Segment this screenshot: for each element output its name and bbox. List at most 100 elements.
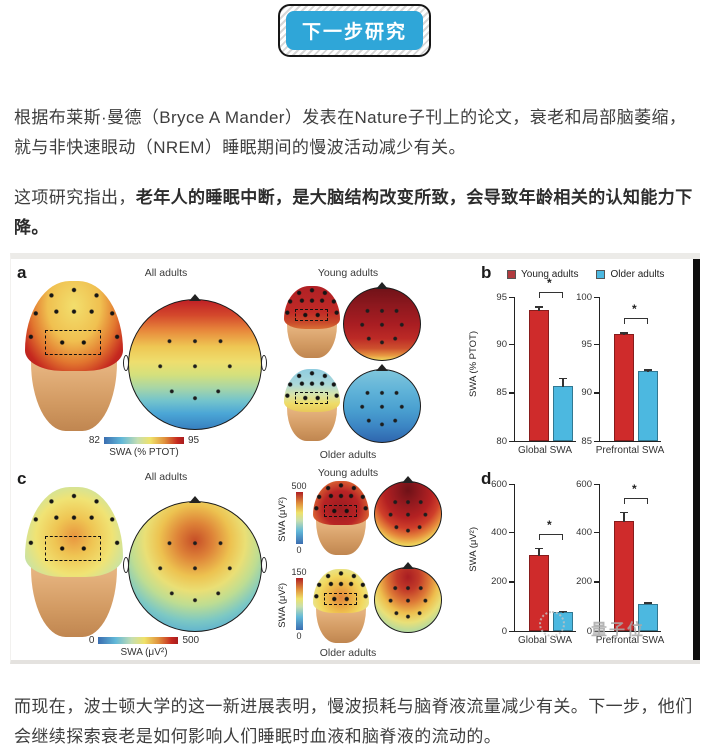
next-step-research-button[interactable]: 下一步研究 [285,11,423,50]
y-axis-tick: 90 [496,339,515,350]
y-tick-label: 100 [576,291,592,303]
older-adults-label: Older adults [319,448,377,461]
error-bar [538,306,540,312]
research-figure: a All adults 82 95 SWA (% PTOT) Young adu… [10,252,700,664]
chart-legend: Young adults Older adults [507,269,664,280]
colorbar-label: SWA (% PTOT) [109,446,179,458]
eeg-scalp-heatmap [25,280,123,371]
young-swatch-icon [507,269,516,279]
colorbar-label: SWA (μV²) [277,496,288,542]
panel-b-label: b [481,262,492,282]
eeg-scalp-heatmap [313,480,369,526]
colorbar-max: 95 [188,434,200,446]
header: 下一步研究 [0,4,709,57]
error-bar [562,377,564,387]
error-bar-cap [535,547,543,550]
brain-head-all-adults-ptot [25,280,123,431]
x-axis-label: Prefrontal SWA [595,634,665,646]
legend-young-label: Young adults [521,268,579,280]
legend-older-label: Older adults [610,268,665,280]
panel-a-label: a [17,262,27,282]
electrode-dots [313,568,369,614]
topomap-all-adults-uv [123,500,267,632]
significance-asterisk: * [632,302,637,317]
topomap-young-uv [374,480,442,547]
y-axis-tick: 95 [496,292,515,303]
colorbar-min: 0 [296,630,302,641]
electrode-dots [136,307,254,421]
roi-dashed-box [295,309,328,322]
error-bar-cap [620,332,628,334]
x-axis-label: Global SWA [517,444,573,456]
topomap-young-ptot [343,286,421,361]
y-axis-tick: 0 [587,626,600,637]
colorbar-gradient [295,491,303,544]
y-axis-tick: 400 [576,527,600,538]
y-tick-label: 400 [576,526,592,538]
y-tick-label: 85 [496,387,507,399]
chart-plot-area: 85 90 95 100 * [576,292,661,447]
roi-dashed-box [44,330,102,356]
topomap-all-adults-ptot [123,298,267,430]
y-axis-tick: 95 [581,339,600,350]
panel-c-title: All adults [144,470,188,483]
brain-head-young-uv [313,480,369,555]
watermark-doodle [539,610,565,637]
chart-plot-area: 0 200 400 600 * [491,479,576,637]
electrode-dots [25,486,123,577]
brain-head-older-uv [313,568,369,643]
significance-asterisk: * [632,482,637,496]
panel-b-ylabel: SWA (% PTOT) [468,330,479,397]
error-bar-cap [535,306,543,308]
y-tick-label: 600 [576,478,592,490]
error-bar [623,511,625,522]
watermark-qbitai: 量子位 [591,621,646,639]
chart-plot-area: 80 85 90 95 * [496,276,576,447]
colorbar-label: SWA (μV²) [120,646,168,658]
roi-dashed-box [324,505,357,518]
electrode-dots [284,285,340,329]
bar-chart-prefrontal-swa-ptot: 85 90 95 100 * Prefrontal SWA [576,292,664,456]
colorbar-label: SWA (μV²) [277,582,288,628]
electrode-dots [25,280,123,371]
brain-head-all-adults-uv [25,486,123,637]
roi-dashed-box [44,536,102,562]
electrode-dots [348,373,416,438]
y-axis-tick: 200 [491,576,515,587]
colorbar-gradient [295,577,303,630]
legend-young-adults: Young adults [507,269,578,280]
section-header-frame: 下一步研究 [277,4,431,57]
paragraph-finding-bold: 老年人的睡眠中断，是大脑结构改变所致，会导致年龄相关的认知能力下降。 [14,187,693,237]
electrode-dots [136,509,254,623]
eeg-scalp-heatmap [284,285,340,329]
colorbar-gradient [98,636,179,644]
roi-dashed-box [324,593,357,606]
colorbar-max: 500 [291,480,307,491]
y-axis-tick: 200 [576,576,600,587]
electrode-dots [348,291,416,356]
y-axis-tick: 85 [581,436,600,447]
panel-d-ylabel: SWA (μV²) [468,526,479,572]
eeg-scalp-heatmap [313,568,369,614]
bar-young-adults [529,310,549,441]
significance-asterisk: * [547,517,552,532]
error-bar-cap [644,369,652,371]
colorbar-ptot: 82 95 SWA (% PTOT) [69,435,219,458]
y-tick-label: 90 [496,338,507,350]
significance-bracket [624,318,648,325]
y-tick-label: 95 [581,338,592,350]
topomap-older-ptot [343,368,421,443]
error-bar-cap [644,602,652,604]
colorbar-min: 82 [88,434,100,446]
y-tick-label: 400 [491,526,507,538]
y-axis-tick: 0 [502,626,515,637]
right-ear-icon [261,355,267,372]
y-tick-label: 95 [496,291,507,303]
paragraph-finding-lead: 这项研究指出， [14,187,136,207]
electrode-dots [313,480,369,526]
colorbar-max: 500 [182,634,200,646]
y-tick-label: 200 [576,576,592,588]
panel-c-label: c [17,468,27,488]
y-tick-label: 85 [581,435,592,447]
young-adults-title-bottom: Young adults [317,466,379,479]
